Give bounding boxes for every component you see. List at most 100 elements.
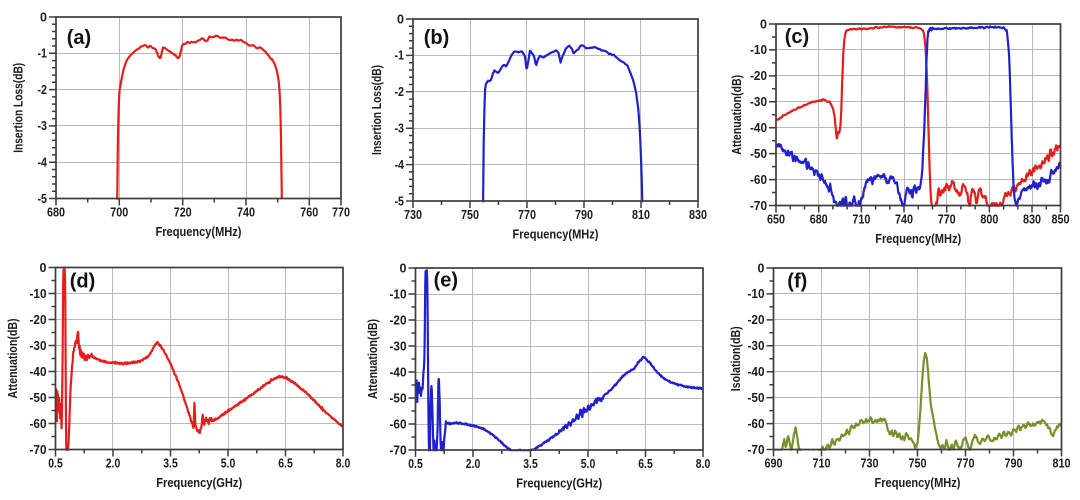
svg-text:790: 790 [1005, 456, 1023, 470]
svg-text:-3: -3 [38, 119, 48, 133]
svg-text:720: 720 [174, 205, 192, 219]
svg-text:750: 750 [461, 208, 479, 222]
svg-text:-50: -50 [390, 391, 407, 405]
svg-text:Insertion Loss(dB): Insertion Loss(dB) [11, 63, 26, 153]
svg-text:Attenuation(dB): Attenuation(dB) [5, 319, 20, 399]
svg-text:-10: -10 [30, 287, 47, 301]
svg-text:-1: -1 [38, 47, 48, 61]
svg-text:(b): (b) [424, 27, 450, 49]
svg-text:-2: -2 [395, 85, 405, 99]
svg-text:710: 710 [852, 212, 870, 226]
svg-text:0: 0 [40, 10, 47, 24]
svg-text:-4: -4 [395, 158, 405, 172]
svg-text:-60: -60 [30, 417, 47, 431]
svg-text:-1: -1 [395, 49, 405, 63]
svg-text:0.5: 0.5 [408, 457, 423, 471]
svg-text:800: 800 [980, 212, 998, 226]
svg-text:(e): (e) [434, 270, 458, 292]
svg-text:-50: -50 [750, 147, 767, 161]
svg-text:(d): (d) [70, 271, 96, 293]
svg-text:3.5: 3.5 [163, 456, 178, 470]
svg-text:6.5: 6.5 [278, 456, 293, 470]
svg-text:730: 730 [861, 456, 879, 470]
svg-text:-60: -60 [750, 173, 767, 187]
svg-text:8.0: 8.0 [336, 456, 351, 470]
svg-text:Frequency(GHz): Frequency(GHz) [516, 476, 602, 491]
svg-text:-20: -20 [748, 313, 765, 327]
svg-text:2.0: 2.0 [106, 456, 121, 470]
svg-text:-10: -10 [390, 287, 407, 301]
svg-text:650: 650 [767, 212, 785, 226]
svg-text:-60: -60 [390, 417, 407, 431]
svg-text:Frequency(MHz): Frequency(MHz) [875, 231, 961, 246]
svg-text:810: 810 [1053, 456, 1071, 470]
svg-text:-10: -10 [750, 43, 767, 57]
svg-text:8.0: 8.0 [696, 457, 711, 471]
svg-text:-70: -70 [748, 443, 765, 457]
svg-text:-20: -20 [390, 313, 407, 327]
svg-text:5.0: 5.0 [581, 457, 596, 471]
svg-text:-70: -70 [750, 199, 767, 213]
svg-text:0.5: 0.5 [48, 456, 63, 470]
svg-text:770: 770 [332, 205, 350, 219]
svg-text:0: 0 [40, 261, 47, 275]
svg-text:830: 830 [689, 208, 707, 222]
svg-text:-5: -5 [38, 192, 48, 206]
svg-text:-50: -50 [30, 391, 47, 405]
svg-text:Frequency(MHz): Frequency(MHz) [513, 227, 599, 242]
svg-text:770: 770 [957, 456, 975, 470]
svg-text:Frequency(GHz): Frequency(GHz) [156, 475, 242, 490]
svg-text:0: 0 [758, 261, 765, 275]
svg-text:0: 0 [397, 12, 404, 26]
svg-text:(a): (a) [67, 27, 91, 49]
svg-text:Insertion Loss(dB): Insertion Loss(dB) [369, 65, 384, 155]
svg-text:-3: -3 [395, 122, 405, 136]
svg-text:700: 700 [110, 205, 128, 219]
svg-text:730: 730 [404, 208, 422, 222]
svg-text:-40: -40 [748, 365, 765, 379]
svg-text:-70: -70 [30, 443, 47, 457]
svg-text:850: 850 [1052, 212, 1070, 226]
svg-text:-4: -4 [38, 156, 48, 170]
svg-text:Frequency(MHz): Frequency(MHz) [875, 475, 961, 490]
svg-text:-5: -5 [395, 194, 405, 208]
svg-text:3.5: 3.5 [523, 457, 538, 471]
svg-text:740: 740 [895, 212, 913, 226]
svg-text:680: 680 [810, 212, 828, 226]
svg-text:-50: -50 [748, 391, 765, 405]
svg-text:770: 770 [518, 208, 536, 222]
svg-text:2.0: 2.0 [466, 457, 481, 471]
svg-text:760: 760 [300, 205, 318, 219]
svg-text:(c): (c) [785, 26, 809, 48]
svg-text:-40: -40 [390, 365, 407, 379]
svg-text:790: 790 [575, 208, 593, 222]
svg-text:690: 690 [765, 456, 783, 470]
svg-text:Frequency(MHz): Frequency(MHz) [156, 224, 242, 239]
svg-text:-30: -30 [30, 339, 47, 353]
svg-text:-30: -30 [748, 339, 765, 353]
svg-text:Attenuation(dB): Attenuation(dB) [730, 75, 744, 155]
svg-text:Attenuation(dB): Attenuation(dB) [365, 319, 380, 399]
svg-text:-40: -40 [30, 365, 47, 379]
svg-text:810: 810 [632, 208, 650, 222]
svg-text:-40: -40 [750, 121, 767, 135]
svg-text:830: 830 [1023, 212, 1041, 226]
svg-text:0: 0 [760, 17, 767, 31]
svg-text:740: 740 [237, 205, 255, 219]
svg-text:680: 680 [47, 205, 65, 219]
svg-text:-30: -30 [390, 339, 407, 353]
svg-text:710: 710 [813, 456, 831, 470]
svg-text:-20: -20 [750, 69, 767, 83]
svg-text:0: 0 [400, 261, 407, 275]
svg-text:770: 770 [938, 212, 956, 226]
svg-text:-60: -60 [748, 417, 765, 431]
svg-text:-2: -2 [38, 83, 48, 97]
svg-text:-10: -10 [748, 287, 765, 301]
svg-text:Isolation(dB): Isolation(dB) [730, 326, 743, 391]
svg-text:-20: -20 [30, 313, 47, 327]
svg-text:6.5: 6.5 [638, 457, 653, 471]
svg-text:(f): (f) [787, 270, 807, 292]
svg-text:-70: -70 [390, 443, 407, 457]
svg-text:750: 750 [909, 456, 927, 470]
svg-text:5.0: 5.0 [221, 456, 236, 470]
